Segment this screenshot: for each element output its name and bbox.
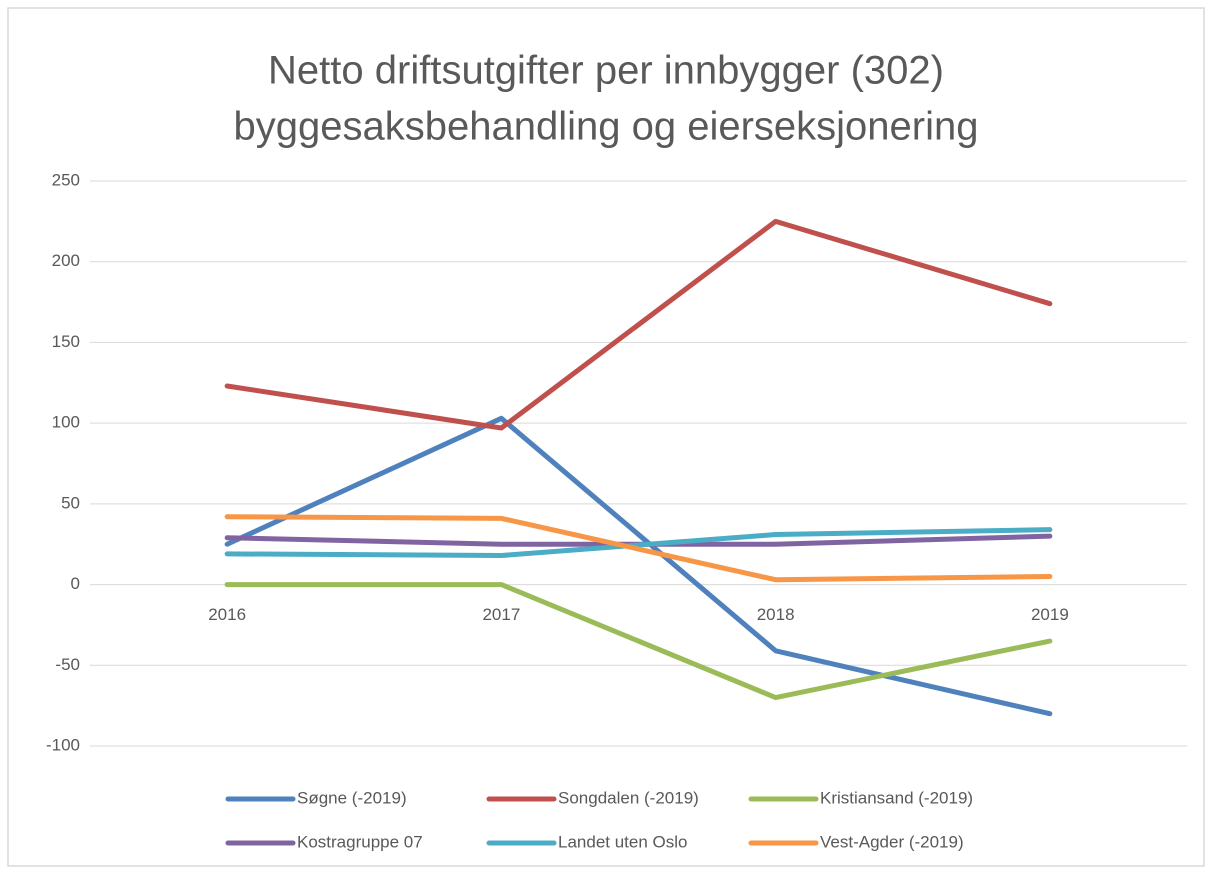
legend-label: Landet uten Oslo [558, 832, 687, 851]
x-tick-label: 2016 [208, 605, 246, 624]
chart-title: Netto driftsutgifter per innbygger (302) [268, 49, 944, 93]
y-tick-label: 150 [52, 332, 80, 351]
legend-label: Søgne (-2019) [297, 788, 407, 807]
series-line [224, 415, 1053, 717]
legend-label: Vest-Agder (-2019) [820, 832, 964, 851]
y-tick-label: 50 [61, 493, 80, 512]
y-tick-label: -100 [46, 735, 80, 754]
x-tick-label: 2017 [482, 605, 520, 624]
legend-label: Kostragruppe 07 [297, 832, 423, 851]
chart-title: byggesaksbehandling og eierseksjonering [234, 105, 979, 149]
series-line [224, 582, 1053, 701]
y-tick-label: 200 [52, 251, 80, 270]
y-tick-label: 100 [52, 413, 80, 432]
legend-label: Kristiansand (-2019) [820, 788, 973, 807]
series-line [224, 218, 1053, 431]
series-line [224, 514, 1053, 583]
y-tick-label: -50 [55, 655, 80, 674]
legend-label: Songdalen (-2019) [558, 788, 699, 807]
chart-border [7, 7, 1205, 867]
y-tick-label: 250 [52, 170, 80, 189]
x-tick-label: 2019 [1031, 605, 1069, 624]
series-line [224, 527, 1053, 559]
y-tick-label: 0 [71, 574, 80, 593]
x-tick-label: 2018 [757, 605, 795, 624]
